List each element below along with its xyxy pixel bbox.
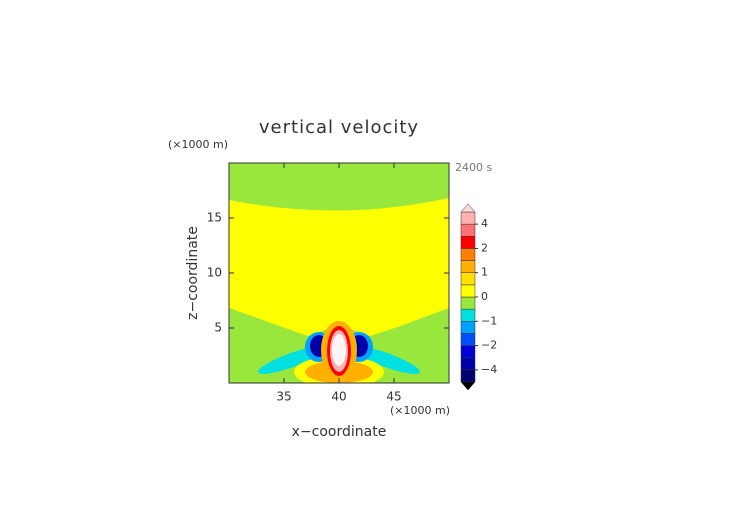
colorbar-extend-top: [460, 203, 476, 213]
colorbar-tick-label: 0: [481, 290, 488, 303]
colorbar-bin: [460, 296, 476, 310]
field-region: [332, 334, 346, 366]
colorbar-tick-label: 2: [481, 241, 488, 254]
y-axis-label: z−coordinate: [185, 226, 201, 320]
colorbar-bin: [460, 236, 476, 249]
x-tick-label: 40: [331, 390, 346, 404]
x-tick-label: 45: [386, 390, 401, 404]
colorbar-bin: [460, 248, 476, 261]
colorbar-bin: [460, 272, 476, 286]
colorbar-bin: [460, 369, 476, 383]
field-region: [229, 198, 449, 336]
y-tick-label: 10: [207, 266, 222, 280]
x-tick-label: 35: [276, 390, 291, 404]
colorbar-bin: [460, 308, 476, 322]
colorbar-bin: [460, 260, 476, 273]
colorbar-tick-label: −4: [481, 363, 497, 376]
chart-title: vertical velocity: [259, 117, 419, 138]
colorbar-bin: [460, 321, 476, 334]
colorbar-bin: [460, 223, 476, 237]
colorbar-bin: [460, 333, 476, 346]
colorbar-bin: [460, 357, 476, 371]
contour-field: [229, 163, 449, 383]
y-tick-label: 5: [214, 321, 222, 335]
x-unit: (×1000 m): [390, 404, 450, 417]
colorbar-tick-label: −1: [481, 314, 497, 327]
colorbar-bin: [460, 211, 476, 225]
colorbar-extend-bottom: [460, 381, 476, 391]
y-unit: (×1000 m): [168, 138, 228, 151]
colorbar-bin: [460, 284, 476, 298]
colorbar-bin: [460, 345, 476, 358]
colorbar-tick-label: 4: [481, 217, 488, 230]
x-axis-label: x−coordinate: [292, 424, 387, 440]
y-tick-label: 15: [207, 211, 222, 225]
colorbar-tick-label: −2: [481, 339, 497, 352]
colorbar-tick-label: 1: [481, 266, 488, 279]
time-label: 2400 s: [455, 161, 492, 174]
